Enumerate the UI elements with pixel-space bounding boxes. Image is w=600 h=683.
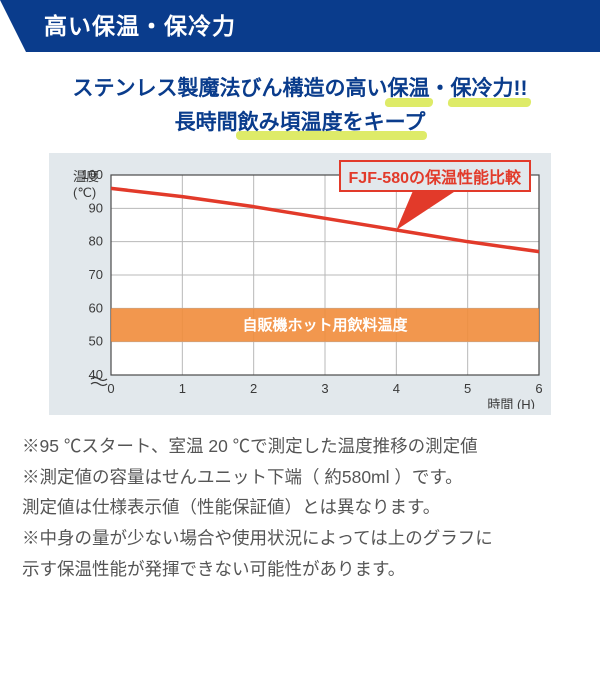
chart-notes: ※95 ℃スタート、室温 20 ℃で測定した温度推移の測定値※測定値の容量はせん… [0,431,600,584]
note-line: 示す保温性能が発揮できない可能性があります。 [22,554,578,585]
banner-title: 高い保温・保冷力 [0,0,600,52]
subtitle: ステンレス製魔法びん構造の高い保温・保冷力!! 長時間飲み頃温度をキープ [0,72,600,139]
chart-callout: FJF-580の保温性能比較 [339,160,531,192]
highlight-3: 飲み頃温度をキープ [238,106,426,140]
highlight-2: 保冷力!! [451,72,528,106]
note-line: ※測定値の容量はせんユニット下端（ 約580ml ）です。 [22,462,578,493]
subtitle-line1: ステンレス製魔法びん構造の高い保温・保冷力!! [0,72,600,106]
highlight-1: 保温 [388,72,430,106]
header-banner: 高い保温・保冷力 [0,0,600,52]
note-line: 測定値は仕様表示値（性能保証値）とは異なります。 [22,492,578,523]
note-line: ※95 ℃スタート、室温 20 ℃で測定した温度推移の測定値 [22,431,578,462]
chart-container: FJF-580の保温性能比較 4050607080901000123456自販機… [49,153,551,415]
note-line: ※中身の量が少ない場合や使用状況によっては上のグラフに [22,523,578,554]
callout-pointer-icon [49,153,551,417]
subtitle-line2: 長時間飲み頃温度をキープ [0,106,600,140]
